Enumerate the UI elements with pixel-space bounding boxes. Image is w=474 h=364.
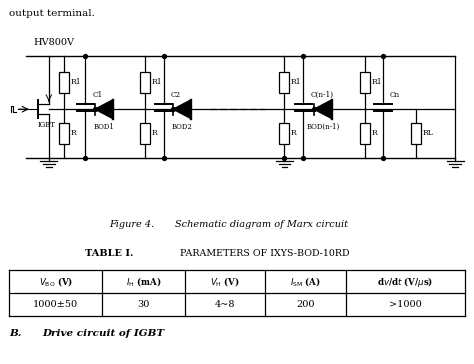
Bar: [360, 72, 370, 94]
Bar: [279, 72, 289, 94]
Text: BOD(n-1): BOD(n-1): [307, 123, 340, 131]
Text: R1: R1: [71, 78, 81, 86]
Polygon shape: [95, 100, 113, 119]
Text: $V_{\mathrm{BO}}$ (V): $V_{\mathrm{BO}}$ (V): [38, 275, 73, 288]
Text: 200: 200: [296, 300, 315, 309]
Bar: [139, 72, 149, 94]
Text: output terminal.: output terminal.: [9, 9, 95, 18]
Text: R: R: [71, 129, 76, 137]
Bar: [279, 123, 289, 144]
Text: $V_{\mathrm{H}}$ (V): $V_{\mathrm{H}}$ (V): [210, 275, 240, 288]
Text: IGBT: IGBT: [38, 122, 56, 129]
Text: BOD2: BOD2: [172, 123, 193, 131]
Bar: [59, 123, 69, 144]
Text: 30: 30: [137, 300, 150, 309]
Text: R1: R1: [291, 78, 301, 86]
Text: C(n-1): C(n-1): [310, 91, 334, 99]
Text: R1: R1: [151, 78, 162, 86]
Text: HV800V: HV800V: [33, 38, 74, 47]
Text: Schematic diagram of Marx circuit: Schematic diagram of Marx circuit: [175, 220, 348, 229]
Bar: [411, 123, 421, 144]
Text: RL: RL: [423, 129, 434, 137]
Text: R: R: [291, 129, 297, 137]
Text: R1: R1: [372, 78, 382, 86]
Polygon shape: [314, 100, 332, 119]
Bar: [59, 72, 69, 94]
Text: R: R: [372, 129, 377, 137]
Text: C1: C1: [92, 91, 103, 99]
Polygon shape: [173, 100, 191, 119]
Text: BOD1: BOD1: [94, 123, 115, 131]
Text: Cn: Cn: [390, 91, 400, 99]
Text: TABLE I.: TABLE I.: [85, 249, 134, 258]
Text: 4~8: 4~8: [215, 300, 236, 309]
Text: Figure 4.: Figure 4.: [109, 220, 154, 229]
Text: 1000±50: 1000±50: [33, 300, 78, 309]
Bar: [360, 123, 370, 144]
Text: d$v$/d$t$ (V/$\mu$s): d$v$/d$t$ (V/$\mu$s): [377, 275, 433, 289]
Text: $I_{\mathrm{H}}$ (mA): $I_{\mathrm{H}}$ (mA): [126, 275, 161, 288]
Text: B.: B.: [9, 329, 22, 339]
Text: C2: C2: [171, 91, 181, 99]
Bar: [139, 123, 149, 144]
Text: >1000: >1000: [389, 300, 422, 309]
Text: R: R: [151, 129, 157, 137]
Text: $I_{\mathrm{SM}}$ (A): $I_{\mathrm{SM}}$ (A): [290, 275, 321, 288]
Text: PARAMETERS OF IXYS-BOD-10RD: PARAMETERS OF IXYS-BOD-10RD: [180, 249, 350, 258]
Text: Drive circuit of IGBT: Drive circuit of IGBT: [43, 329, 165, 339]
